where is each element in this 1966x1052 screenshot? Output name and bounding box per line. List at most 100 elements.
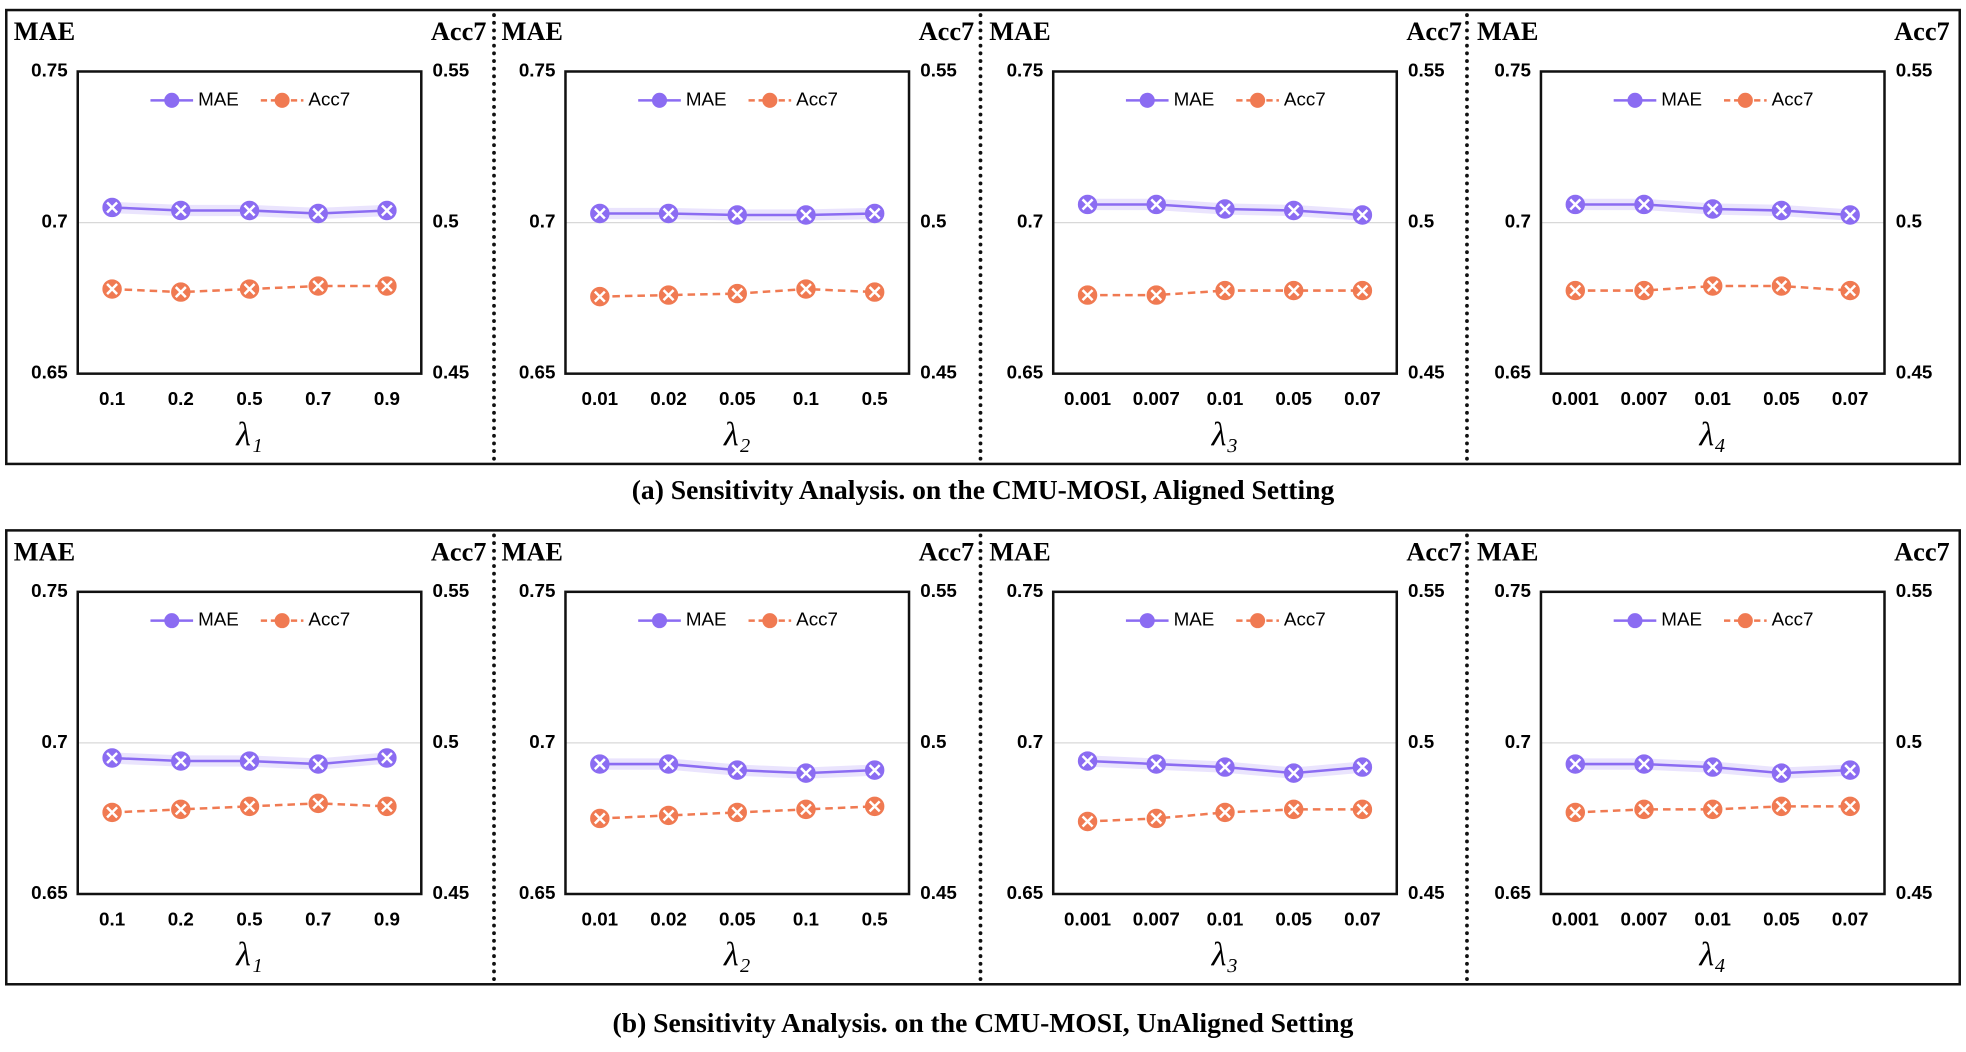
x-tick-label: 0.7: [305, 388, 331, 409]
x-tick-label: 0.001: [1552, 388, 1599, 409]
y-tick-label: 0.75: [1007, 580, 1044, 601]
y-tick-label: 0.65: [31, 362, 68, 383]
point-pattern: [381, 204, 393, 217]
y-tick-label: 0.65: [31, 882, 68, 903]
point-pattern: [106, 806, 118, 819]
y2-tick-label: 0.5: [433, 211, 459, 232]
point-pattern: [243, 755, 256, 767]
y2-tick-label: 0.5: [920, 211, 946, 232]
y-tick-label: 0.75: [1007, 59, 1044, 80]
y2-tick-label: 0.55: [1896, 580, 1933, 601]
legend-marker: [762, 613, 778, 629]
y-tick-label: 0.65: [1494, 362, 1531, 383]
point-pattern: [1706, 280, 1719, 292]
point-pattern: [593, 290, 606, 303]
point-pattern: [381, 752, 393, 764]
point-pattern: [1287, 204, 1300, 217]
y-tick-label: 0.7: [1017, 731, 1043, 752]
legend-label: Acc7: [1284, 609, 1326, 630]
y2-tick-label: 0.5: [1896, 731, 1922, 752]
x-tick-label: 0.01: [582, 388, 619, 409]
y2-axis-label: Acc7: [919, 537, 975, 566]
point-pattern: [1081, 815, 1094, 828]
point-pattern: [312, 280, 325, 292]
legend-label: MAE: [1174, 609, 1215, 630]
x-tick-label: 0.05: [1275, 908, 1312, 929]
point-pattern: [1844, 764, 1857, 777]
point-pattern: [1150, 198, 1163, 211]
y2-tick-label: 0.45: [1408, 882, 1445, 903]
legend-label: MAE: [198, 88, 239, 109]
point-pattern: [312, 207, 325, 220]
point-pattern: [731, 764, 744, 777]
x-tick-label: 0.1: [99, 908, 125, 929]
legend-label: Acc7: [796, 88, 838, 109]
x-tick-label: 0.7: [305, 908, 331, 929]
point-pattern: [1638, 284, 1650, 297]
point-pattern: [593, 758, 606, 770]
x-tick-label: 0.007: [1133, 908, 1180, 929]
point-pattern: [1081, 198, 1094, 211]
x-axis-label: λ₁: [235, 937, 262, 974]
x-tick-label: 0.007: [1133, 388, 1180, 409]
plot-frame: [1539, 70, 1886, 375]
x-tick-label: 0.07: [1832, 388, 1869, 409]
y-tick-label: 0.7: [42, 211, 68, 232]
point-pattern: [868, 800, 881, 813]
point-pattern: [800, 803, 812, 816]
point-pattern: [662, 289, 675, 301]
point-pattern: [731, 209, 744, 221]
point-pattern: [381, 280, 393, 292]
point-pattern: [800, 283, 812, 295]
y-axis-label: MAE: [1477, 537, 1538, 566]
plot-frame: [1051, 590, 1399, 896]
x-tick-label: 0.2: [168, 908, 194, 929]
legend-marker: [1250, 92, 1266, 108]
y-tick-label: 0.75: [519, 580, 556, 601]
point-pattern: [1569, 806, 1582, 819]
point-pattern: [1081, 289, 1094, 301]
point-pattern: [243, 204, 256, 217]
x-tick-label: 0.2: [168, 388, 194, 409]
x-tick-label: 0.05: [1763, 388, 1800, 409]
y2-axis-label: Acc7: [1894, 537, 1950, 566]
plot-frame: [1539, 590, 1886, 896]
x-tick-label: 0.02: [650, 388, 687, 409]
series-line: [1087, 808, 1363, 823]
x-tick-label: 0.001: [1552, 908, 1599, 929]
point-pattern: [106, 752, 118, 764]
plot-frame: [1051, 70, 1399, 375]
legend-marker: [164, 92, 180, 108]
x-tick-label: 0.01: [1207, 388, 1244, 409]
dividers: [492, 13, 1469, 982]
y2-axis-label: Acc7: [431, 537, 487, 566]
y2-tick-label: 0.55: [433, 580, 470, 601]
series-line: [599, 805, 875, 820]
point-pattern: [662, 758, 675, 770]
y-axis-label: MAE: [502, 17, 563, 46]
point-pattern: [1775, 280, 1788, 292]
y2-tick-label: 0.55: [920, 59, 957, 80]
y2-tick-label: 0.45: [433, 362, 470, 383]
legend-marker: [274, 613, 290, 629]
x-axis-label: λ₂: [723, 937, 750, 974]
y-tick-label: 0.75: [31, 580, 68, 601]
x-axis-label: λ₄: [1699, 937, 1726, 974]
series-line: [1575, 284, 1851, 292]
y2-tick-label: 0.55: [1408, 59, 1445, 80]
point-pattern: [243, 283, 256, 295]
point-pattern: [1287, 803, 1300, 816]
point-pattern: [1706, 803, 1719, 816]
legend-label: MAE: [1661, 88, 1702, 109]
y2-tick-label: 0.5: [1408, 211, 1434, 232]
point-pattern: [1775, 800, 1788, 813]
legend-marker: [651, 613, 668, 629]
point-pattern: [312, 797, 325, 810]
panel-frame: [5, 529, 1961, 986]
x-tick-label: 0.07: [1344, 388, 1381, 409]
panel-frame: [5, 8, 1961, 466]
x-tick-label: 0.9: [374, 908, 400, 929]
y-axis-label: MAE: [989, 17, 1050, 46]
y-tick-label: 0.65: [519, 882, 556, 903]
